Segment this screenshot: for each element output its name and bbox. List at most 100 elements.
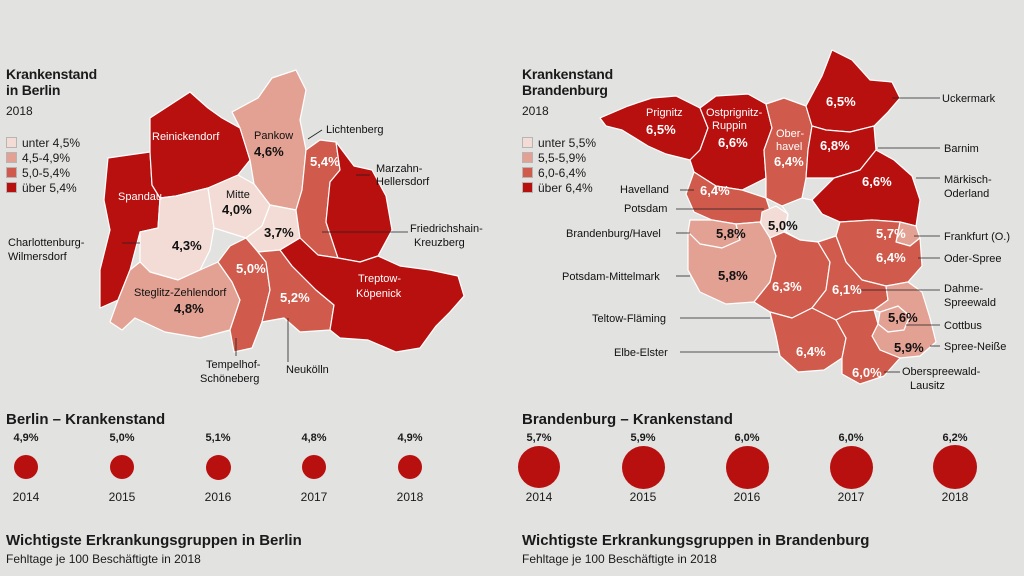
year-label: 2017 (837, 490, 865, 504)
trend-dot (302, 455, 326, 479)
value-teltow-flaeming: 6,3% (772, 279, 802, 294)
brandenburg-disease-groups-title: Wichtigste Erkrankungsgruppen in Branden… (522, 532, 870, 549)
label-teltow-flaeming: Teltow-Fläming (592, 313, 666, 325)
year-value: 5,7% (526, 432, 552, 444)
bb-year-2016: 6,0% 2016 (717, 432, 777, 504)
label-reinickendorf: Reinickendorf (152, 131, 220, 143)
year-value: 5,1% (205, 432, 231, 444)
label-brandenburg-havel: Brandenburg/Havel (566, 228, 661, 240)
label-barnim: Barnim (944, 143, 979, 155)
brandenburg-legend-item: 6,0-6,4% (522, 165, 596, 180)
berlin-year-2015: 5,0% 2015 (92, 432, 152, 504)
label-osl-2: Lausitz (910, 380, 945, 392)
value-barnim: 6,8% (820, 138, 850, 153)
label-treptow-1: Treptow- (358, 273, 401, 285)
value-frankfurt: 5,7% (876, 226, 906, 241)
legend-swatch (6, 137, 17, 148)
label-pankow: Pankow (254, 130, 293, 142)
label-treptow-2: Köpenick (356, 288, 402, 300)
legend-label: 5,5-5,9% (538, 150, 587, 165)
value-potsdam: 5,0% (768, 218, 798, 233)
label-ostprignitz-1: Ostprignitz- (706, 107, 763, 119)
trend-dot (621, 445, 665, 489)
district-treptow-koepenick[interactable] (279, 237, 465, 353)
value-mitte: 4,0% (222, 202, 252, 217)
value-tempelhof: 5,0% (236, 261, 266, 276)
label-charlottenburg-2: Wilmersdorf (8, 251, 68, 263)
value-uckermark: 6,5% (826, 94, 856, 109)
year-label: 2018 (396, 490, 424, 504)
trend-dot (398, 455, 422, 479)
value-maerkisch-oderland: 6,6% (862, 174, 892, 189)
district-ostprignitz-ruppin[interactable] (689, 93, 773, 191)
legend-swatch (522, 167, 533, 178)
year-value: 4,8% (301, 432, 327, 444)
legend-swatch (522, 152, 533, 163)
year-label: 2016 (733, 490, 761, 504)
year-label: 2015 (629, 490, 657, 504)
trend-dot (205, 454, 231, 480)
year-value: 6,0% (838, 432, 864, 444)
brandenburg-legend-item: unter 5,5% (522, 135, 596, 150)
label-frankfurt: Frankfurt (O.) (944, 231, 1010, 243)
year-label: 2017 (300, 490, 328, 504)
legend-label: über 6,4% (538, 180, 593, 195)
year-value: 6,0% (734, 432, 760, 444)
label-havelland: Havelland (620, 184, 669, 196)
berlin-year-2018: 4,9% 2018 (380, 432, 440, 504)
label-steglitz: Steglitz-Zehlendorf (134, 287, 227, 299)
trend-dot (110, 455, 134, 479)
legend-swatch (522, 137, 533, 148)
berlin-legend-item: über 5,4% (6, 180, 80, 195)
berlin-disease-groups-title: Wichtigste Erkrankungsgruppen in Berlin (6, 532, 302, 549)
brandenburg-trend-title: Brandenburg – Krankenstand (522, 411, 733, 428)
trend-dot (14, 455, 38, 479)
berlin-trend-title: Berlin – Krankenstand (6, 411, 166, 428)
legend-swatch (6, 182, 17, 193)
legend-swatch (6, 167, 17, 178)
berlin-year-2016: 5,1% 2016 (188, 432, 248, 504)
bb-year-2017: 6,0% 2017 (821, 432, 881, 504)
brandenburg-year: 2018 (522, 104, 549, 118)
label-friedrichshain-2: Kreuzberg (414, 237, 465, 249)
label-uckermark: Uckermark (942, 93, 996, 105)
label-dahme-1: Dahme- (944, 283, 983, 295)
label-friedrichshain-1: Friedrichshain- (410, 223, 483, 235)
berlin-title-line2: in Berlin (6, 82, 61, 98)
value-oberspreewald: 6,0% (852, 365, 882, 380)
district-uckermark[interactable] (805, 49, 901, 133)
label-charlottenburg-1: Charlottenburg- (8, 237, 85, 249)
value-neukoelln: 5,2% (280, 290, 310, 305)
label-marzahn-2: Hellersdorf (376, 176, 430, 188)
berlin-legend: unter 4,5% 4,5-4,9% 5,0-5,4% über 5,4% (6, 135, 80, 195)
berlin-legend-item: 4,5-4,9% (6, 150, 80, 165)
label-mol-2: Oderland (944, 188, 989, 200)
value-prignitz: 6,5% (646, 122, 676, 137)
value-cottbus: 5,6% (888, 310, 918, 325)
brandenburg-disease-groups-subtitle: Fehltage je 100 Beschäftigte in 2018 (522, 552, 717, 566)
label-spandau: Spandau (118, 191, 162, 203)
year-value: 4,9% (13, 432, 39, 444)
label-osl-1: Oberspreewald- (902, 366, 981, 378)
label-neukoelln: Neukölln (286, 364, 329, 376)
berlin-year: 2018 (6, 104, 33, 118)
year-label: 2018 (941, 490, 969, 504)
label-tempelhof-1: Tempelhof- (206, 359, 261, 371)
brandenburg-title-line2: Brandenburg (522, 82, 608, 98)
label-oberhavel-1: Ober- (776, 128, 804, 140)
legend-swatch (522, 182, 533, 193)
value-spree-neisse: 5,9% (894, 340, 924, 355)
label-potsdam-mittelmark: Potsdam-Mittelmark (562, 271, 660, 283)
year-label: 2014 (525, 490, 553, 504)
label-elbe-elster: Elbe-Elster (614, 347, 668, 359)
value-havelland: 6,4% (700, 183, 730, 198)
brandenburg-map-title: Krankenstand Brandenburg (522, 66, 613, 98)
value-charlottenburg: 4,3% (172, 238, 202, 253)
value-dahme-spreewald: 6,1% (832, 282, 862, 297)
label-lichtenberg: Lichtenberg (326, 124, 384, 136)
legend-label: 4,5-4,9% (22, 150, 71, 165)
value-brandenburg-havel: 5,8% (716, 226, 746, 241)
label-oberhavel-2: havel (776, 141, 802, 153)
legend-label: unter 5,5% (538, 135, 597, 150)
district-oberspreewald-lausitz[interactable] (835, 309, 901, 385)
